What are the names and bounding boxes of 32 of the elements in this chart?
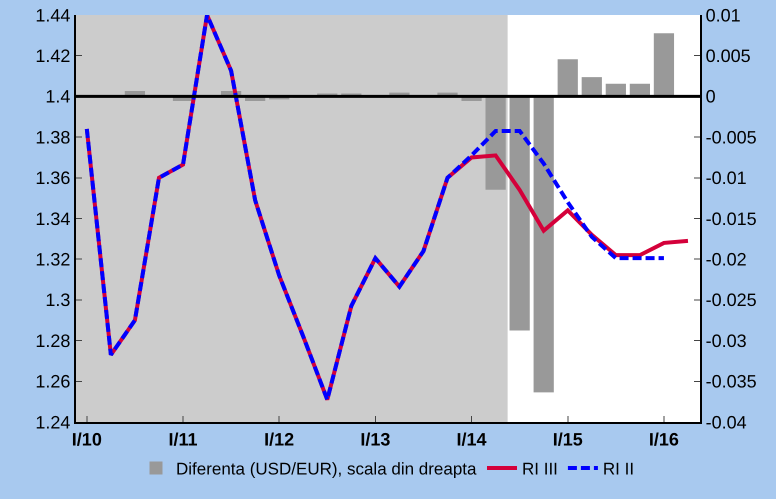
y2-tick-label: 0	[706, 86, 716, 107]
x-tick-label: I/11	[168, 430, 198, 450]
y-tick-label: 1.36	[35, 168, 70, 188]
x-tick-label: I/15	[552, 430, 583, 450]
y-tick-label: 1.32	[35, 250, 70, 270]
y2-tick-label: -0.005	[706, 127, 757, 148]
y-tick-label: 1.38	[35, 127, 70, 148]
y-tick-label: 1.44	[35, 5, 70, 26]
y-tick-label: 1.26	[35, 372, 70, 392]
y2-tick-label: -0.035	[706, 372, 757, 392]
y2-tick-label: 0.005	[706, 46, 751, 66]
x-tick-label: I/10	[72, 430, 102, 450]
y-tick-label: 1.24	[35, 412, 70, 432]
y2-tick-label: 0.01	[706, 5, 741, 26]
y2-tick-label: -0.03	[706, 330, 747, 351]
y-tick-label: 1.4	[45, 86, 70, 107]
legend-label: Diferenta (USD/EUR), scala din dreapta	[176, 460, 477, 479]
x-tick-label: I/12	[264, 430, 294, 450]
y2-tick-label: -0.02	[706, 250, 747, 270]
x-tick-label: I/13	[360, 430, 390, 450]
y2-tick-label: -0.025	[706, 290, 757, 310]
x-tick-label: I/14	[456, 430, 487, 450]
legend-label: RI II	[602, 460, 634, 479]
y-tick-label: 1.34	[35, 208, 70, 229]
x-tick-label: I/16	[648, 430, 679, 450]
y-tick-label: 1.42	[35, 46, 70, 66]
legend-label: RI III	[522, 460, 558, 479]
y2-tick-label: -0.01	[706, 168, 747, 188]
y2-tick-label: -0.04	[706, 412, 747, 432]
y-tick-label: 1.28	[35, 330, 70, 351]
y2-tick-label: -0.015	[706, 208, 757, 229]
y-tick-label: 1.3	[45, 290, 70, 310]
